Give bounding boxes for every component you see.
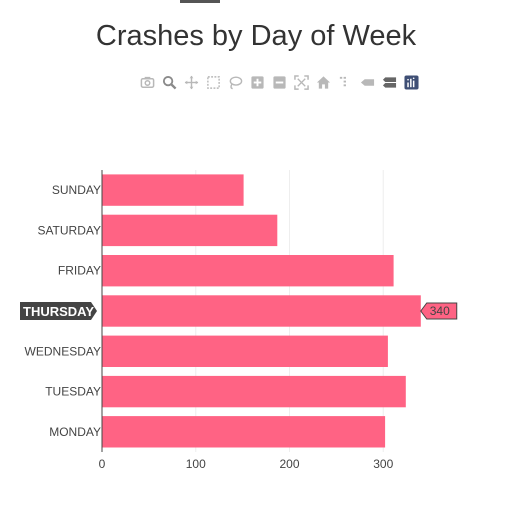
hover-closest-icon [360, 78, 374, 86]
zoom-button[interactable] [158, 72, 180, 92]
plotly-logo-icon [403, 74, 419, 90]
hover-category-box [20, 302, 97, 320]
y-tick-label: FRIDAY [58, 264, 101, 278]
x-tick-label: 100 [186, 457, 206, 471]
hover-closest-button[interactable] [356, 72, 378, 92]
hover-value-box [420, 302, 458, 320]
bar-friday[interactable] [102, 255, 394, 287]
autoscale-button[interactable] [290, 72, 312, 92]
bar-sunday[interactable] [102, 174, 244, 206]
pan-button[interactable] [180, 72, 202, 92]
x-tick-label: 300 [373, 457, 393, 471]
lasso-select-icon [229, 75, 242, 89]
y-tick-label: TUESDAY [45, 385, 101, 399]
y-tick-label: WEDNESDAY [25, 344, 101, 358]
bar-monday[interactable] [102, 416, 386, 448]
lasso-select-button[interactable] [224, 72, 246, 92]
bar-thursday[interactable] [102, 295, 421, 327]
camera-button[interactable] [136, 72, 158, 92]
hover-category-label: THURSDAY [23, 304, 94, 319]
zoom-icon [162, 75, 176, 89]
camera-icon [140, 76, 154, 88]
x-tick-label: 0 [99, 457, 106, 471]
bar-tuesday[interactable] [102, 375, 406, 408]
top-tab-indicator [180, 0, 220, 3]
chart-title: Crashes by Day of Week [95, 20, 417, 52]
box-select-icon [206, 75, 220, 89]
hover-compare-button[interactable] [378, 72, 400, 92]
zoom-in-icon [250, 75, 264, 89]
bar-saturday[interactable] [102, 214, 278, 247]
reset-axes-button[interactable] [312, 72, 334, 92]
hover-value-label: 340 [430, 304, 450, 318]
plotly-logo-button[interactable] [400, 72, 422, 92]
hover-compare-icon [382, 76, 396, 88]
bar-wednesday[interactable] [102, 335, 388, 367]
modebar [136, 72, 422, 92]
y-tick-label: MONDAY [49, 425, 101, 439]
x-tick-label: 200 [279, 457, 299, 471]
y-tick-label: SATURDAY [37, 223, 101, 237]
pan-icon [184, 75, 198, 89]
autoscale-icon [293, 74, 309, 90]
reset-axes-icon [316, 75, 330, 89]
zoom-in-button[interactable] [246, 72, 268, 92]
zoom-out-button[interactable] [268, 72, 290, 92]
zoom-out-icon [272, 75, 286, 89]
spike-lines-button[interactable] [334, 72, 356, 92]
box-select-button[interactable] [202, 72, 224, 92]
y-tick-label: SUNDAY [52, 183, 101, 197]
spike-lines-icon [339, 76, 346, 86]
